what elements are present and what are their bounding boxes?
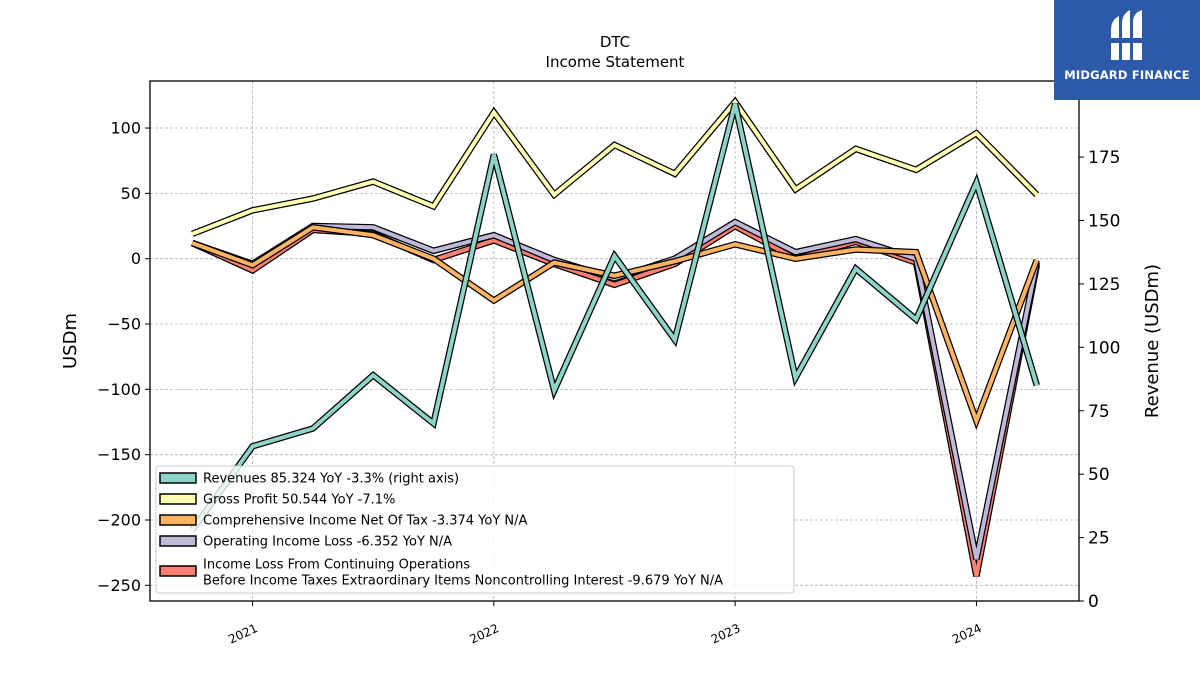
series-2 (191, 223, 1040, 431)
legend-label: Operating Income Loss -6.352 YoY N/A (203, 535, 452, 550)
y-right-tick-label: 175 (1088, 148, 1120, 168)
legend-frame (155, 465, 795, 594)
legend-label: Comprehensive Income Net Of Tax -3.374 Y… (203, 514, 528, 529)
legend-item-3: Operating Income Loss -6.352 YoY N/A (159, 535, 452, 550)
legend-item-4: Income Loss From Continuing Operations Be… (159, 558, 723, 589)
y-axis-label: USDm (60, 313, 81, 369)
chart-subtitle: Income Statement (546, 53, 685, 71)
x-axis-ticks: 2021 2022 2023 2024 (226, 601, 984, 647)
right-axis-ticks: 0255075100125150175200 (1079, 85, 1120, 612)
brand-mark-icon (1108, 10, 1146, 60)
brand-logo: MIDGARD FINANCE (1054, 0, 1200, 100)
left-axis-ticks: 100 50 0 −50 −100 −150 −200 −250 (97, 119, 150, 595)
y-tick-label: −200 (97, 510, 141, 529)
y-right-tick-label: 0 (1088, 592, 1099, 612)
y-right-tick-label: 25 (1088, 529, 1110, 549)
y-tick-label: −150 (97, 445, 141, 464)
legend-item-2: Comprehensive Income Net Of Tax -3.374 Y… (159, 514, 528, 529)
y-tick-label: −100 (97, 380, 141, 399)
series-line (191, 98, 1039, 236)
y-axis-right-label: Revenue (USDm) (1142, 264, 1163, 418)
series-0 (189, 102, 1040, 532)
x-tick-label: 2024 (950, 621, 984, 647)
legend-swatch (159, 535, 197, 547)
y-right-tick-label: 125 (1088, 275, 1120, 295)
plot-frame (149, 80, 1080, 602)
y-right-tick-label: 50 (1088, 465, 1110, 485)
y-tick-label: 100 (110, 119, 141, 138)
legend: Revenues 85.324 YoY -3.3% (right axis) Gr… (155, 465, 795, 594)
chart-title: DTC (600, 33, 630, 51)
series-line (190, 103, 1039, 532)
x-tick-label: 2022 (468, 621, 502, 647)
x-tick-label: 2023 (709, 621, 743, 647)
y-tick-label: −250 (97, 576, 141, 595)
brand-name: MIDGARD FINANCE (1064, 68, 1190, 82)
legend-label: Revenues 85.324 YoY -3.3% (right axis) (203, 472, 459, 487)
y-tick-label: −50 (107, 315, 141, 334)
series-line (191, 225, 1039, 427)
series-layer (189, 96, 1040, 577)
y-tick-label: 50 (121, 184, 141, 203)
y-right-tick-label: 100 (1088, 338, 1120, 358)
legend-item-0: Revenues 85.324 YoY -3.3% (right axis) (159, 472, 459, 487)
y-right-tick-label: 75 (1088, 402, 1110, 422)
y-right-tick-label: 150 (1088, 212, 1120, 232)
legend-label: Gross Profit 50.544 YoY -7.1% (203, 493, 395, 508)
series-1 (191, 96, 1040, 237)
legend-swatch (159, 493, 197, 505)
legend-label: Income Loss From Continuing Operations Be… (203, 558, 723, 589)
legend-swatch (159, 472, 197, 484)
x-tick-label: 2021 (226, 621, 260, 647)
legend-item-1: Gross Profit 50.544 YoY -7.1% (159, 493, 395, 508)
legend-swatch (159, 565, 197, 577)
y-tick-label: 0 (131, 249, 141, 268)
legend-swatch (159, 514, 197, 526)
